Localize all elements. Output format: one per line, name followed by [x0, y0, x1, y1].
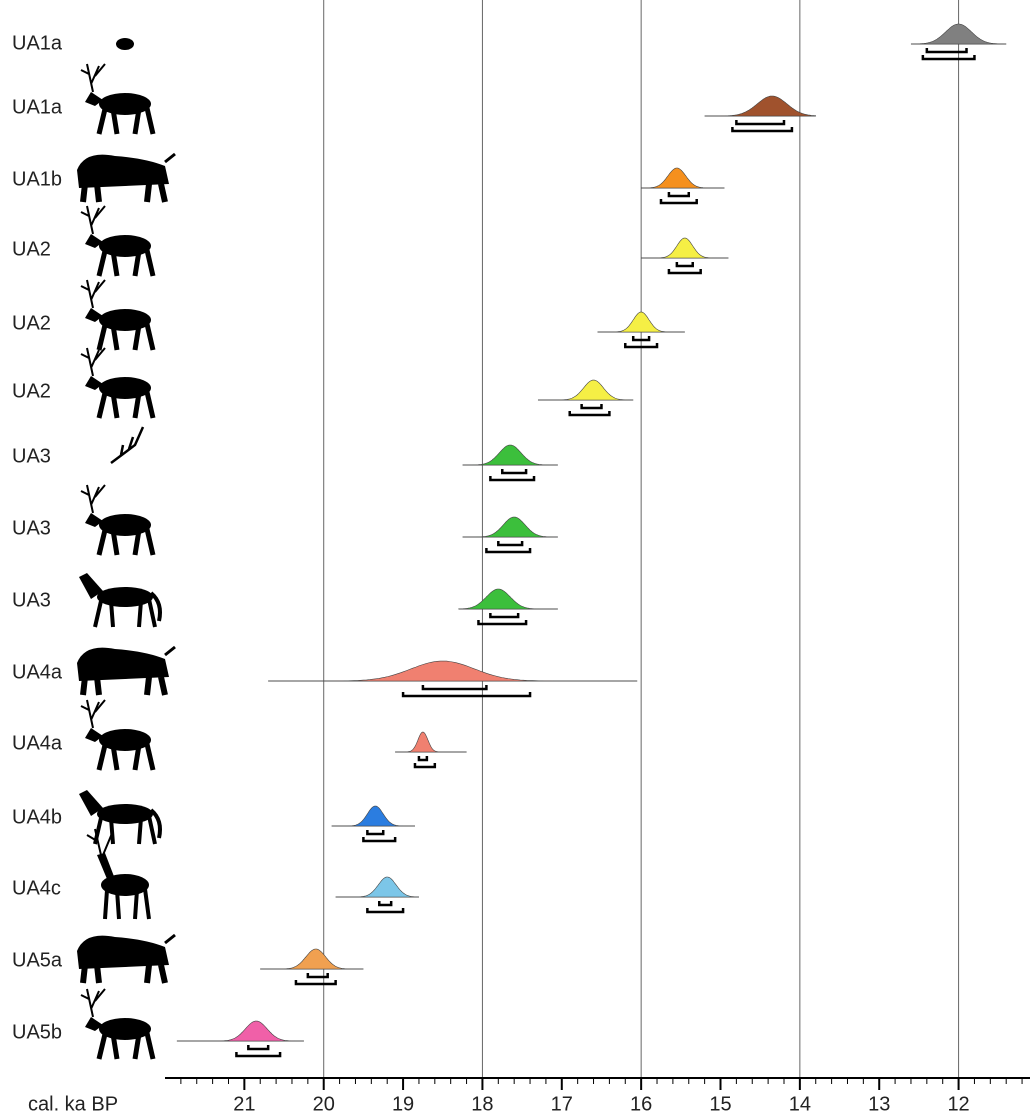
probability-distribution [335, 876, 419, 898]
x-tick-label: 20 [313, 1093, 335, 1115]
animal-icon [109, 425, 145, 465]
probability-distribution [331, 805, 415, 827]
range-bracket [631, 336, 651, 342]
range-bracket [247, 1045, 270, 1051]
probability-distribution [641, 237, 729, 259]
probability-distribution [704, 95, 817, 117]
animal-icon [77, 935, 175, 983]
x-axis-label: cal. ka BP [28, 1093, 118, 1115]
row-label: UA4a [12, 732, 63, 754]
x-tick-label: 18 [471, 1093, 493, 1115]
range-bracket [667, 192, 691, 198]
range-bracket [306, 973, 329, 979]
animal-icon [81, 700, 153, 770]
animal-icon [81, 64, 153, 134]
animal-icon [77, 154, 175, 202]
range-bracket [675, 262, 694, 268]
x-tick-label: 17 [551, 1093, 573, 1115]
animal-icon [77, 571, 162, 629]
row-label: UA5b [12, 1021, 62, 1043]
range-bracket [659, 199, 698, 205]
row-label: UA4b [12, 806, 62, 828]
animal-icon [77, 647, 175, 695]
row-label: UA2 [12, 238, 51, 260]
range-bracket [362, 837, 397, 843]
grid [323, 0, 960, 1078]
animal-icon [116, 38, 134, 50]
x-tick-label: 13 [868, 1093, 890, 1115]
animal-icon [81, 989, 153, 1059]
row-label: UA4a [12, 661, 63, 683]
range-bracket [417, 756, 429, 762]
probability-distribution [537, 379, 634, 401]
range-bracket [489, 476, 536, 482]
range-bracket [667, 269, 702, 275]
range-bracket [624, 343, 659, 349]
animal-icon [81, 485, 153, 555]
row-label: UA1a [12, 96, 63, 118]
probability-distribution [260, 948, 364, 970]
range-bracket [501, 469, 528, 475]
range-bracket [568, 411, 611, 417]
x-tick-label: 16 [630, 1093, 652, 1115]
animal-icon [81, 206, 153, 276]
probability-distribution [176, 1020, 304, 1042]
probability-distribution [597, 311, 685, 333]
animal-icon [77, 788, 162, 846]
row-label: UA1b [12, 168, 62, 190]
row-label: UA3 [12, 445, 51, 467]
probability-distribution [462, 444, 558, 466]
x-tick-label: 12 [947, 1093, 969, 1115]
row-label: UA3 [12, 517, 51, 539]
animal-icon [81, 348, 153, 418]
range-bracket [235, 1052, 282, 1058]
row-label: UA2 [12, 312, 51, 334]
probability-distribution [268, 660, 638, 682]
x-tick-label: 14 [789, 1093, 811, 1115]
range-bracket [477, 620, 528, 626]
row-label: UA5a [12, 949, 63, 971]
range-bracket [366, 830, 385, 836]
row-label: UA3 [12, 589, 51, 611]
range-bracket [580, 404, 603, 410]
range-bracket [925, 48, 968, 54]
range-bracket [366, 908, 405, 914]
probability-distribution [395, 731, 467, 753]
range-bracket [421, 685, 488, 691]
row-label: UA4c [12, 877, 61, 899]
x-tick-label: 19 [392, 1093, 414, 1115]
row-label: UA2 [12, 380, 51, 402]
range-bracket [497, 541, 524, 547]
range-bracket [921, 55, 976, 61]
range-bracket [489, 613, 520, 619]
range-bracket [413, 763, 437, 769]
range-bracket [401, 692, 532, 698]
animal-icon [81, 280, 153, 350]
range-bracket [731, 127, 794, 133]
probability-distribution [458, 588, 558, 610]
x-tick-label: 21 [233, 1093, 255, 1115]
row-label: UA1a [12, 32, 63, 54]
range-bracket [378, 901, 393, 907]
probability-distribution [641, 167, 725, 189]
range-bracket [735, 120, 786, 126]
range-bracket [485, 548, 532, 554]
range-bracket [294, 980, 337, 986]
probability-distribution [462, 516, 558, 538]
probability-distribution [910, 23, 1007, 45]
x-tick-label: 15 [709, 1093, 731, 1115]
